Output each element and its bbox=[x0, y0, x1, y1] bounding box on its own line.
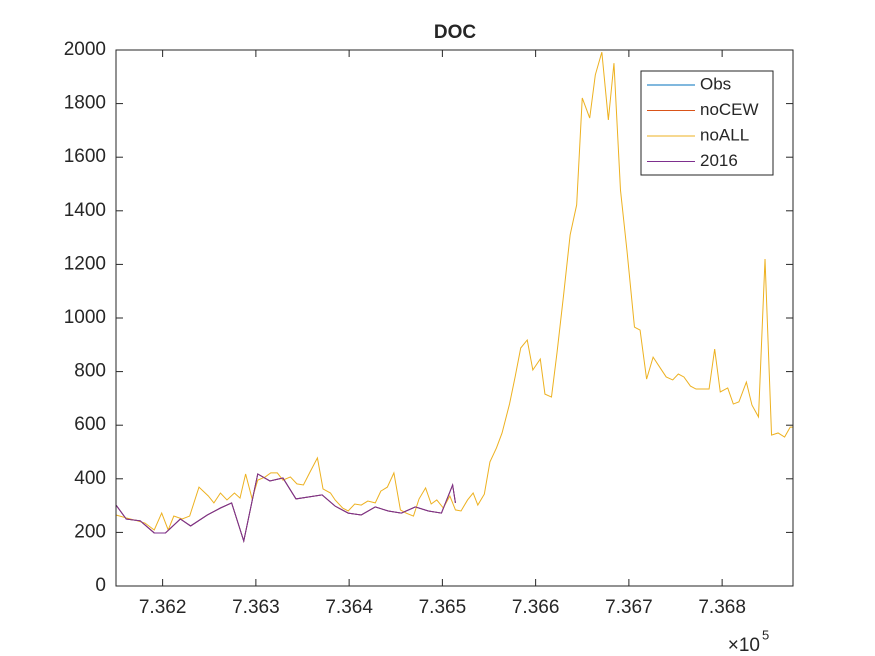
series-line bbox=[115, 473, 456, 543]
y-tick-label: 1200 bbox=[64, 253, 106, 274]
y-tick-label: 1000 bbox=[64, 307, 106, 328]
x-tick-label: 7.366 bbox=[512, 597, 560, 618]
series-line bbox=[115, 52, 793, 532]
y-tick-label: 2000 bbox=[64, 39, 106, 60]
x-tick-label: 7.367 bbox=[605, 597, 653, 618]
legend-label: noALL bbox=[700, 125, 749, 144]
y-tick-label: 200 bbox=[74, 521, 106, 542]
legend-label: noCEW bbox=[700, 100, 759, 119]
x-multiplier: ×10 bbox=[728, 635, 760, 656]
y-tick-label: 600 bbox=[74, 414, 106, 435]
y-tick-label: 800 bbox=[74, 361, 106, 382]
y-tick-label: 400 bbox=[74, 468, 106, 489]
y-tick-label: 1600 bbox=[64, 146, 106, 167]
x-tick-label: 7.362 bbox=[139, 597, 187, 618]
legend-label: Obs bbox=[700, 74, 731, 93]
legend-box bbox=[640, 70, 774, 176]
legend-label: 2016 bbox=[700, 151, 738, 170]
x-tick-label: 7.364 bbox=[325, 597, 373, 618]
x-tick-label: 7.363 bbox=[232, 597, 280, 618]
axes-box bbox=[115, 49, 794, 587]
x-tick-label: 7.368 bbox=[698, 597, 746, 618]
x-tick-label: 7.365 bbox=[419, 597, 467, 618]
chart-title: DOC bbox=[434, 22, 477, 43]
x-multiplier-exponent: 5 bbox=[762, 627, 769, 642]
y-tick-label: 1800 bbox=[64, 93, 106, 114]
y-tick-label: 0 bbox=[95, 575, 106, 596]
y-tick-label: 1400 bbox=[64, 200, 106, 221]
